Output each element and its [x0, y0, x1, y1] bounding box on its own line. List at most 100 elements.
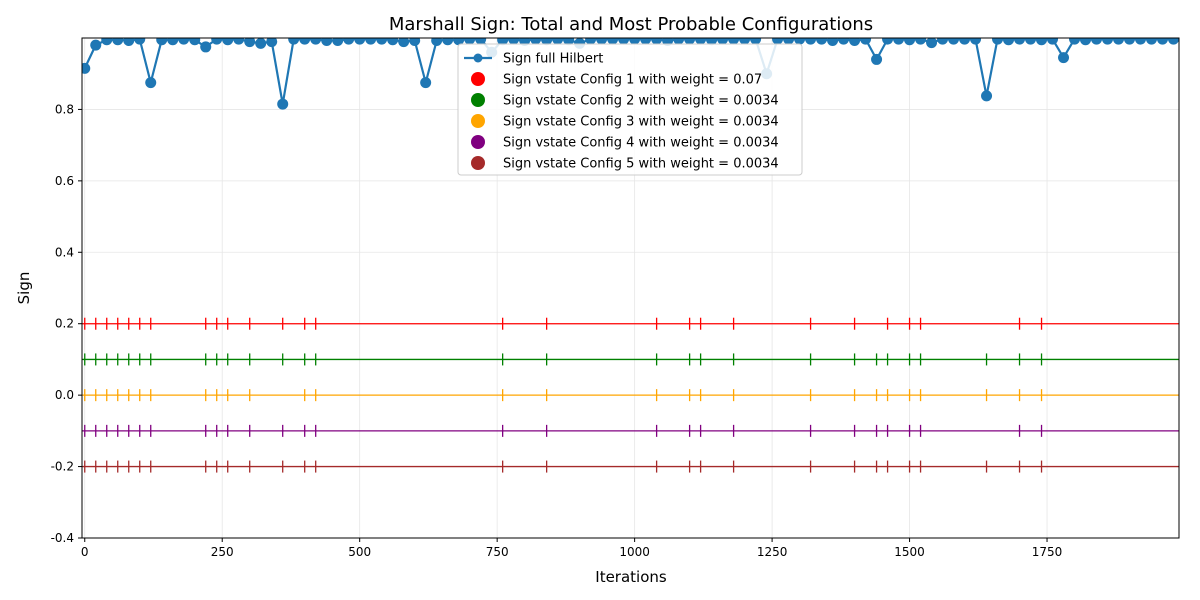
full-hilbert-point	[1058, 52, 1070, 64]
y-tick-label: -0.2	[51, 460, 74, 474]
series-config-3	[82, 389, 1179, 402]
full-hilbert-point	[222, 38, 234, 46]
full-hilbert-point	[288, 38, 300, 45]
y-tick-label: -0.4	[51, 531, 74, 545]
full-hilbert-point	[90, 39, 102, 51]
full-hilbert-point	[508, 38, 520, 45]
full-hilbert-point	[1124, 38, 1136, 45]
series-config-4	[82, 424, 1179, 437]
series-config-1	[82, 317, 1179, 330]
full-hilbert-point	[442, 38, 454, 46]
full-hilbert-point	[233, 38, 245, 45]
full-hilbert-point	[1091, 38, 1103, 45]
full-hilbert-point	[618, 38, 630, 45]
y-axis-title: Sign	[15, 272, 33, 305]
full-hilbert-point	[112, 38, 124, 46]
full-hilbert-point	[937, 38, 949, 45]
full-hilbert-point	[365, 38, 377, 45]
y-tick-label: 0.2	[55, 317, 74, 331]
full-hilbert-point	[82, 62, 91, 74]
full-hilbert-point	[123, 38, 135, 46]
full-hilbert-point	[420, 77, 432, 89]
full-hilbert-point	[101, 38, 113, 46]
full-hilbert-point	[266, 38, 278, 48]
full-hilbert-point	[453, 38, 465, 46]
full-hilbert-point	[354, 38, 366, 45]
chart-title: Marshall Sign: Total and Most Probable C…	[389, 14, 873, 35]
legend-marker	[473, 53, 483, 63]
legend-marker	[471, 93, 485, 107]
full-hilbert-point	[1003, 38, 1015, 46]
y-axis: -0.4 -0.2 0.0 0.2 0.4 0.6 0.8	[51, 102, 82, 545]
full-hilbert-point	[1047, 38, 1059, 45]
full-hilbert-point	[1014, 38, 1026, 45]
full-hilbert-point	[376, 38, 388, 45]
legend-label: Sign vstate Config 4 with weight = 0.003…	[503, 136, 779, 151]
full-hilbert-point	[200, 41, 212, 53]
full-hilbert-point	[409, 38, 421, 46]
x-tick-label: 0	[81, 545, 89, 559]
full-hilbert-point	[552, 38, 564, 45]
full-hilbert-point	[299, 38, 311, 45]
full-hilbert-point	[332, 38, 344, 46]
full-hilbert-point	[387, 38, 399, 46]
full-hilbert-point	[838, 38, 850, 45]
legend-marker	[471, 156, 485, 170]
full-hilbert-point	[1102, 38, 1114, 45]
full-hilbert-point	[706, 38, 718, 46]
y-tick-label: 0.0	[55, 388, 74, 402]
full-hilbert-point	[497, 38, 509, 46]
series-config-5	[82, 460, 1179, 473]
x-tick-label: 250	[211, 545, 234, 559]
legend-entry-config-5: Sign vstate Config 5 with weight = 0.003…	[471, 156, 779, 172]
full-hilbert-point	[915, 38, 927, 45]
full-hilbert-point	[849, 38, 861, 46]
legend-marker	[471, 72, 485, 86]
full-hilbert-point	[189, 38, 201, 46]
full-hilbert-point	[277, 98, 289, 110]
legend-label: Sign vstate Config 2 with weight = 0.003…	[503, 94, 779, 109]
full-hilbert-point	[805, 38, 817, 45]
x-tick-label: 1000	[619, 545, 650, 559]
legend: Sign full Hilbert Sign vstate Config 1 wi…	[457, 43, 803, 176]
legend-label: Sign full Hilbert	[503, 52, 603, 67]
full-hilbert-point	[816, 38, 828, 45]
legend-entry-config-2: Sign vstate Config 2 with weight = 0.003…	[471, 93, 779, 109]
full-hilbert-point	[530, 38, 542, 45]
full-hilbert-point	[1113, 38, 1125, 45]
y-tick-label: 0.8	[55, 102, 74, 116]
full-hilbert-point	[772, 38, 784, 45]
series-full-hilbert	[82, 38, 1179, 110]
x-tick-label: 1750	[1032, 545, 1063, 559]
full-hilbert-point	[684, 38, 696, 45]
full-hilbert-point	[398, 38, 410, 48]
legend-box	[457, 43, 803, 176]
full-hilbert-point	[860, 38, 872, 45]
plot-area	[82, 38, 1179, 473]
full-hilbert-point	[431, 38, 443, 46]
full-hilbert-point	[882, 38, 894, 45]
full-hilbert-point	[1157, 38, 1169, 45]
full-hilbert-point	[255, 38, 267, 49]
full-hilbert-point	[134, 38, 146, 45]
full-hilbert-point	[156, 38, 168, 46]
legend-entry-full-hilbert: Sign full Hilbert	[464, 52, 603, 67]
legend-entry-config-4: Sign vstate Config 4 with weight = 0.003…	[471, 135, 779, 151]
x-tick-label: 500	[348, 545, 371, 559]
full-hilbert-point	[904, 38, 916, 46]
full-hilbert-point	[992, 38, 1004, 45]
legend-entry-config-1: Sign vstate Config 1 with weight = 0.07	[471, 72, 762, 88]
full-hilbert-point	[1025, 38, 1037, 45]
full-hilbert-point	[1036, 38, 1048, 46]
legend-marker	[471, 135, 485, 149]
legend-entry-config-3: Sign vstate Config 3 with weight = 0.003…	[471, 114, 779, 130]
full-hilbert-point	[893, 38, 905, 45]
legend-marker	[471, 114, 485, 128]
full-hilbert-point	[959, 38, 971, 45]
full-hilbert-point	[783, 38, 795, 45]
plot-frame	[81, 37, 1180, 539]
full-hilbert-point	[178, 38, 190, 45]
full-hilbert-point	[695, 38, 707, 45]
full-hilbert-point	[794, 38, 806, 45]
